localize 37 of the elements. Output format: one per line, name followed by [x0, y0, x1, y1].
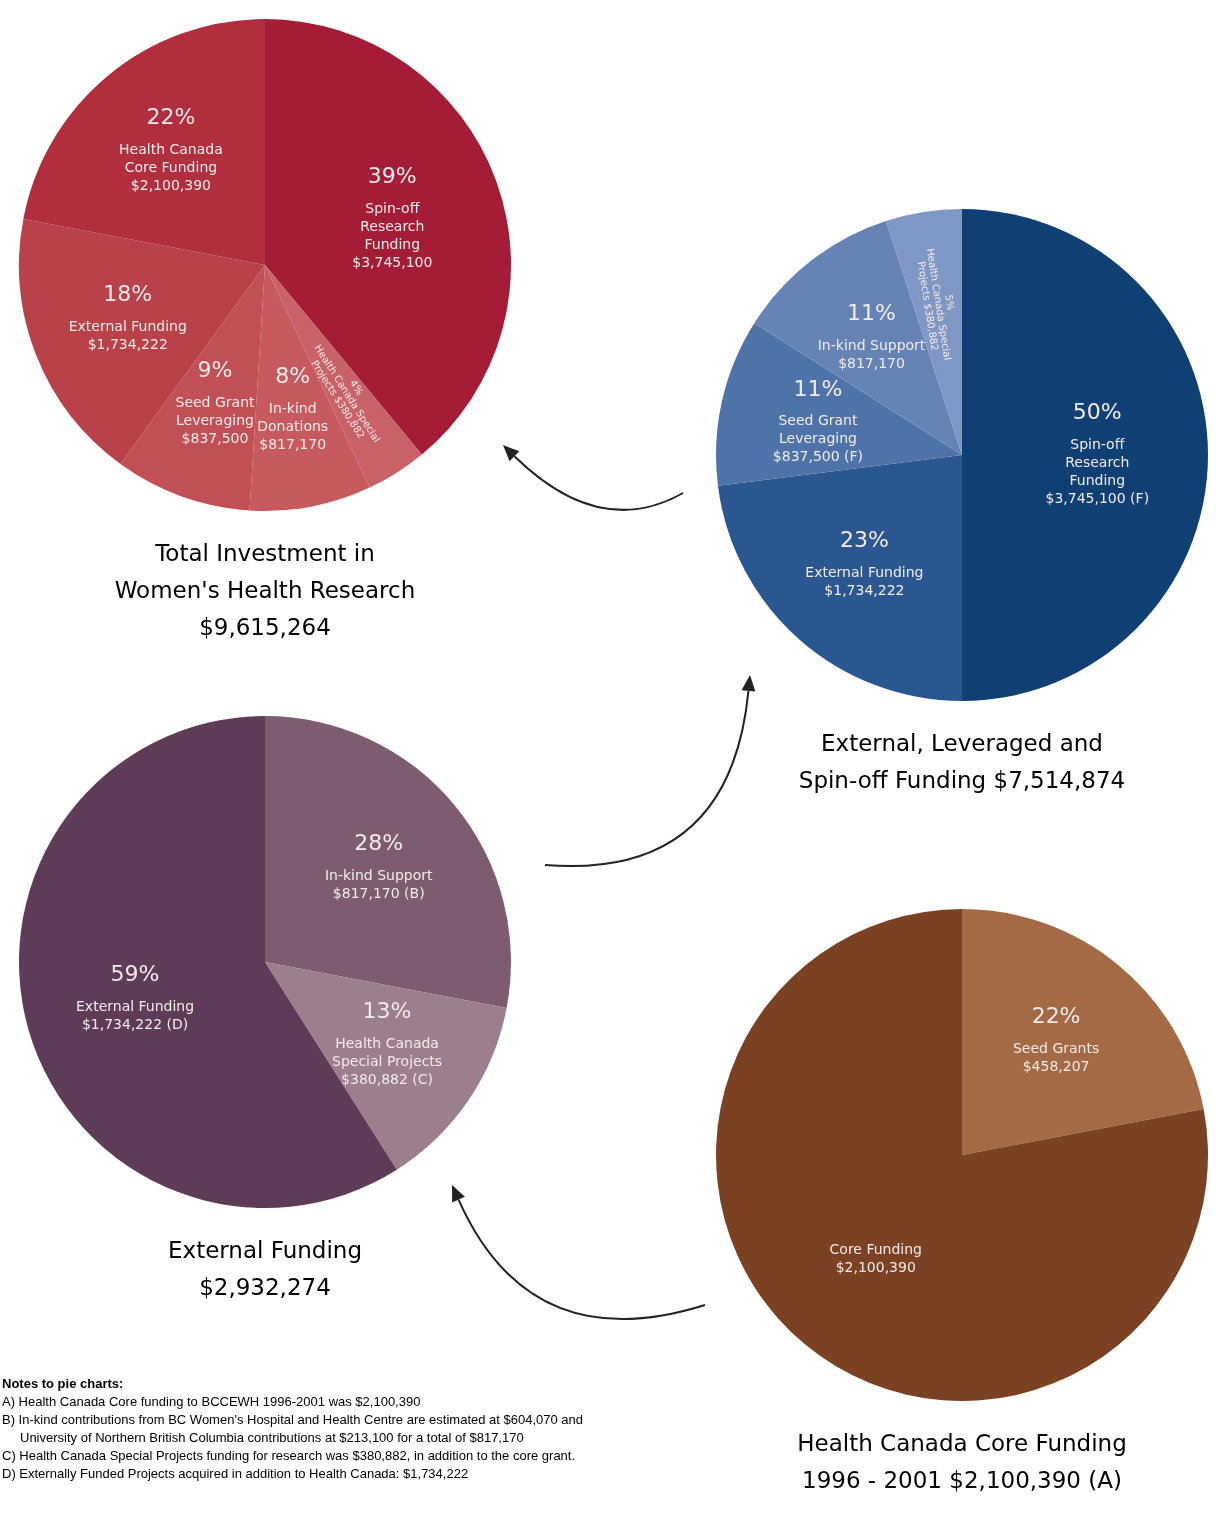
data-label: 5%: [943, 293, 957, 312]
slice-label: Core Funding $2,100,390: [829, 1240, 922, 1275]
slice-label: External Funding $1,734,222 (D): [76, 998, 195, 1033]
data-label: 22%: [146, 103, 196, 129]
slice-label: In-kind Support $817,170: [817, 337, 926, 372]
data-label: 28%: [354, 829, 404, 855]
text: External, Leveraged and Spin-off Funding $7,514,874: [797, 729, 1127, 795]
slice-label: In-kind Donations $817,170: [257, 399, 329, 452]
text: External Funding $2,932,274: [167, 1236, 363, 1302]
slice-label: Spin-off Research Funding $3,745,100 (F): [1045, 435, 1150, 506]
text: A) Health Canada Core funding to BCCEWH 1996-2001 was $2,100,390: [2, 1393, 422, 1411]
data-label: 23%: [839, 527, 889, 553]
data-label: 11%: [847, 300, 896, 326]
slice-label: Seed Grant Leveraging $837,500 (F): [772, 412, 864, 465]
slice-label: Seed Grants $458,207: [1012, 1039, 1100, 1074]
slice-label: Seed Grant Leveraging $837,500: [175, 393, 256, 446]
slice-label: In-kind Support $817,170 (B): [324, 866, 434, 901]
slice-label: Health Canada Special Projects $380,882 (C): [332, 1034, 443, 1087]
text: B) In-kind contributions from BC Women's Hospital and Health Centre are estimated at $604,070 and University of Northern British Columbia contributions at $213,100 for a total of $817,170: [2, 1411, 585, 1447]
data-label: 39%: [367, 162, 417, 188]
data-label: 59%: [110, 961, 160, 987]
slice-label: External Funding $1,734,222: [805, 564, 924, 599]
data-label: 8%: [275, 362, 311, 388]
text: D) Externally Funded Projects acquired in addition to Health Canada: $1,734,222: [2, 1465, 470, 1483]
data-label: 18%: [103, 281, 153, 307]
data-label: 13%: [362, 997, 412, 1023]
text: C) Health Canada Special Projects funding for research was $380,882, in addition to the core grant.: [2, 1447, 577, 1465]
text: Notes to pie charts:: [2, 1375, 125, 1393]
data-label: 22%: [1031, 1002, 1081, 1028]
slice-label: Health Canada Core Funding $2,100,390: [119, 140, 223, 193]
text: Total Investment in Women's Health Research $9,615,264: [113, 539, 417, 642]
slice-label: Spin-off Research Funding $3,745,100: [352, 199, 433, 270]
data-label: 50%: [1072, 398, 1122, 424]
text: Health Canada Core Funding 1996 - 2001 $2,100,390 (A): [796, 1429, 1128, 1495]
slice-label: External Funding $1,734,222: [68, 317, 187, 352]
data-label: 11%: [793, 375, 843, 401]
data-label: 9%: [197, 356, 233, 382]
